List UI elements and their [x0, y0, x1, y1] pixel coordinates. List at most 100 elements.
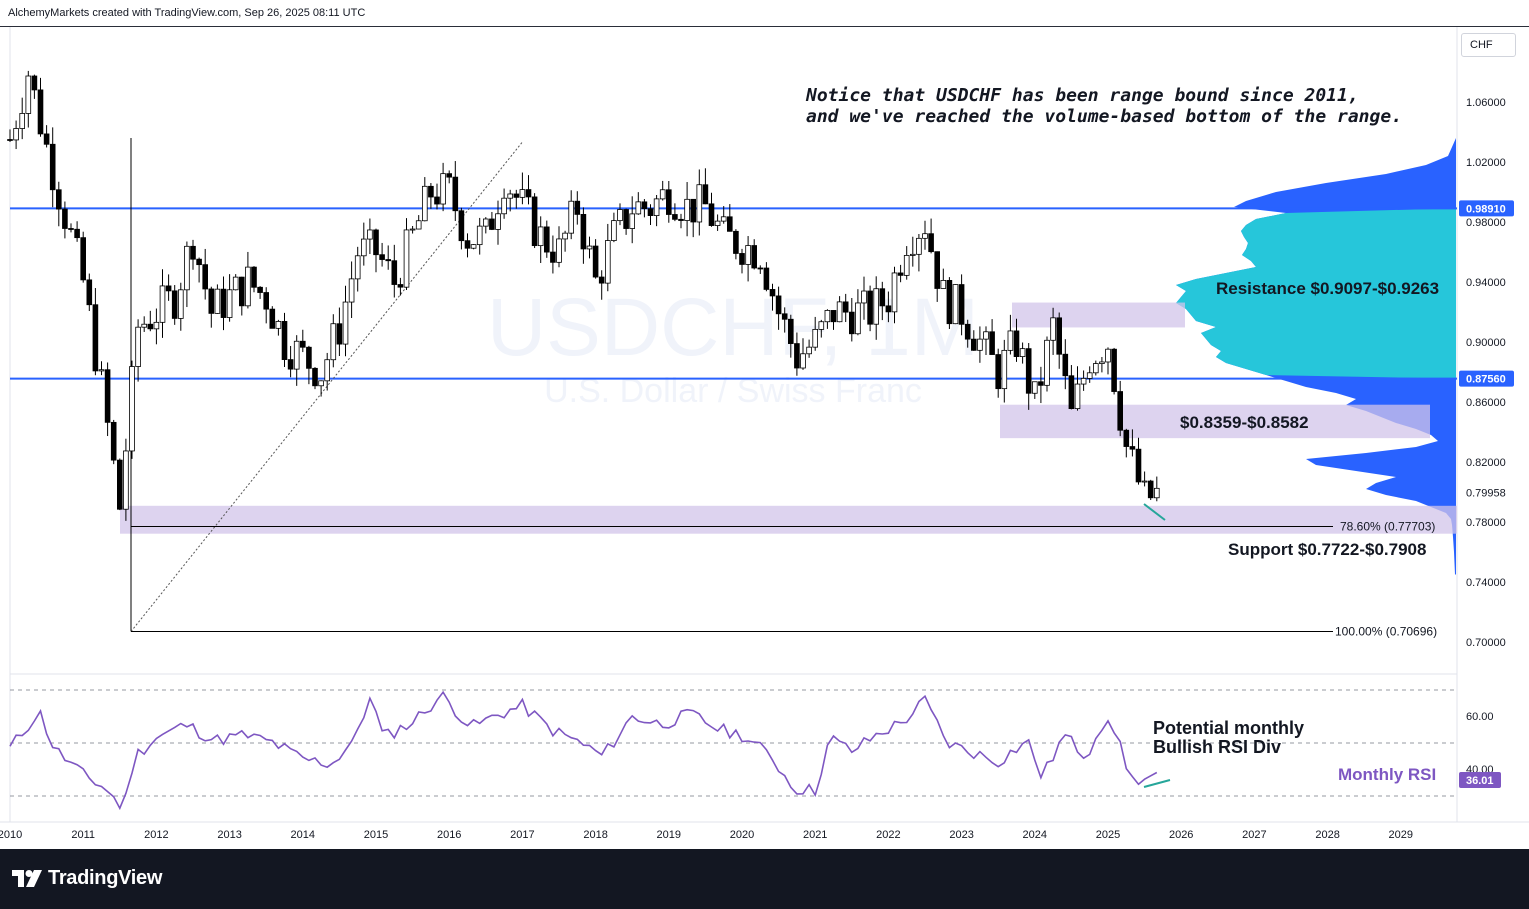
- candle-body[interactable]: [1032, 381, 1038, 394]
- candle-body[interactable]: [611, 220, 617, 241]
- candle-body[interactable]: [574, 200, 581, 215]
- candle-body[interactable]: [971, 338, 977, 351]
- candle-body[interactable]: [312, 367, 318, 387]
- candle-body[interactable]: [360, 238, 367, 257]
- candle-body[interactable]: [379, 254, 385, 260]
- candle-body[interactable]: [812, 328, 818, 348]
- candle-body[interactable]: [238, 276, 245, 307]
- candle-body[interactable]: [617, 209, 623, 222]
- candle-body[interactable]: [464, 240, 471, 249]
- candle-body[interactable]: [440, 173, 446, 205]
- candle-body[interactable]: [434, 196, 440, 205]
- candle-body[interactable]: [129, 366, 135, 452]
- candle-body[interactable]: [605, 240, 611, 284]
- candle-body[interactable]: [666, 189, 672, 215]
- candle-body[interactable]: [123, 450, 129, 510]
- candle-body[interactable]: [1117, 391, 1124, 431]
- candle-body[interactable]: [995, 354, 1001, 390]
- candle-body[interactable]: [977, 338, 983, 351]
- candle-body[interactable]: [452, 176, 459, 212]
- candle-body[interactable]: [849, 311, 855, 335]
- candle-body[interactable]: [592, 245, 599, 278]
- candle-body[interactable]: [415, 220, 422, 230]
- candle-body[interactable]: [824, 310, 831, 323]
- candle-body[interactable]: [220, 288, 227, 318]
- candle-body[interactable]: [458, 210, 465, 242]
- candle-body[interactable]: [1135, 448, 1142, 483]
- candle-body[interactable]: [165, 285, 172, 292]
- candle-body[interactable]: [501, 197, 507, 215]
- candle-body[interactable]: [525, 189, 532, 198]
- candle-body[interactable]: [781, 313, 788, 320]
- candle-body[interactable]: [1044, 339, 1050, 386]
- candle-body[interactable]: [519, 189, 526, 198]
- candle-body[interactable]: [635, 201, 642, 215]
- candle-body[interactable]: [196, 258, 202, 266]
- candle-body[interactable]: [562, 232, 568, 240]
- candle-body[interactable]: [56, 189, 62, 210]
- candle-body[interactable]: [1147, 480, 1154, 499]
- candle-body[interactable]: [208, 288, 215, 314]
- candle-body[interactable]: [629, 213, 635, 229]
- candle-body[interactable]: [1129, 446, 1136, 450]
- candle-body[interactable]: [830, 310, 837, 323]
- candle-body[interactable]: [934, 251, 940, 289]
- candle-body[interactable]: [727, 216, 733, 232]
- candle-body[interactable]: [684, 198, 690, 221]
- candle-body[interactable]: [184, 245, 190, 291]
- candle-body[interactable]: [964, 323, 971, 340]
- candle-body[interactable]: [1105, 348, 1111, 363]
- candle-body[interactable]: [672, 214, 678, 220]
- candle-body[interactable]: [690, 198, 696, 223]
- candle-body[interactable]: [714, 220, 721, 226]
- candle-body[interactable]: [507, 193, 513, 199]
- candle-body[interactable]: [299, 340, 306, 348]
- candle-body[interactable]: [775, 295, 782, 315]
- candle-body[interactable]: [763, 267, 770, 290]
- candle-body[interactable]: [903, 255, 910, 276]
- candle-body[interactable]: [788, 318, 794, 344]
- candle-body[interactable]: [556, 238, 562, 263]
- candle-body[interactable]: [1062, 353, 1069, 377]
- candle-body[interactable]: [421, 185, 428, 222]
- candle-body[interactable]: [928, 233, 934, 253]
- candle-body[interactable]: [446, 173, 452, 178]
- candle-body[interactable]: [806, 346, 812, 355]
- candle-body[interactable]: [202, 264, 209, 290]
- candle-body[interactable]: [757, 267, 764, 270]
- candle-body[interactable]: [293, 340, 300, 370]
- candle-body[interactable]: [68, 228, 74, 230]
- candle-body[interactable]: [306, 346, 312, 369]
- candle-body[interactable]: [74, 228, 80, 239]
- candle-body[interactable]: [80, 237, 87, 281]
- candle-body[interactable]: [952, 284, 959, 325]
- candle-body[interactable]: [922, 233, 928, 239]
- candle-body[interactable]: [751, 245, 757, 269]
- candle-body[interactable]: [708, 203, 715, 226]
- candle-body[interactable]: [1141, 480, 1148, 483]
- candle-body[interactable]: [367, 229, 373, 240]
- candle-body[interactable]: [818, 321, 825, 330]
- candle-body[interactable]: [794, 343, 800, 369]
- candle-body[interactable]: [214, 288, 221, 314]
- candle-body[interactable]: [348, 278, 355, 303]
- candle-body[interactable]: [720, 216, 727, 222]
- candle-body[interactable]: [586, 245, 593, 250]
- candle-body[interactable]: [1111, 348, 1117, 392]
- candle-body[interactable]: [1080, 377, 1087, 385]
- candle-body[interactable]: [98, 369, 105, 372]
- candle-body[interactable]: [373, 229, 379, 256]
- candle-body[interactable]: [1086, 372, 1093, 379]
- tradingview-logo[interactable]: TradingView: [12, 867, 162, 890]
- candle-body[interactable]: [177, 289, 184, 319]
- candle-body[interactable]: [470, 244, 477, 249]
- candle-body[interactable]: [13, 128, 19, 141]
- candle-body[interactable]: [43, 133, 50, 145]
- candle-body[interactable]: [550, 251, 556, 263]
- candle-body[interactable]: [7, 139, 13, 141]
- candle-body[interactable]: [354, 255, 361, 280]
- candle-body[interactable]: [989, 331, 995, 355]
- candle-body[interactable]: [245, 266, 251, 307]
- candle-body[interactable]: [946, 280, 953, 325]
- candle-body[interactable]: [190, 245, 196, 260]
